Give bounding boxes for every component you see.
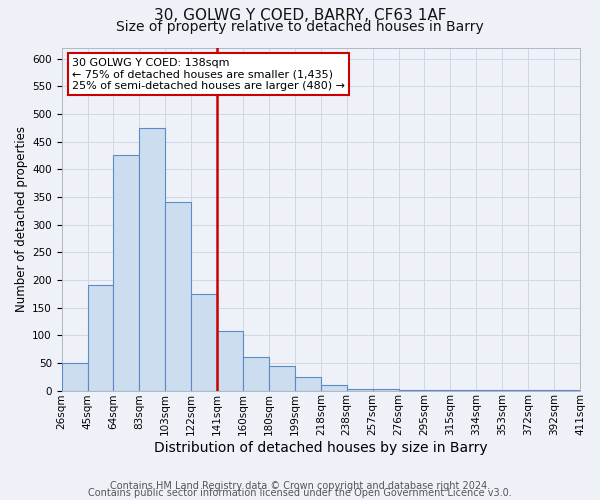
Bar: [347, 389, 373, 390]
Text: 30 GOLWG Y COED: 138sqm
← 75% of detached houses are smaller (1,435)
25% of semi: 30 GOLWG Y COED: 138sqm ← 75% of detache…: [72, 58, 345, 91]
X-axis label: Distribution of detached houses by size in Barry: Distribution of detached houses by size …: [154, 441, 488, 455]
Bar: [113, 156, 139, 390]
Bar: [321, 385, 347, 390]
Text: Contains HM Land Registry data © Crown copyright and database right 2024.: Contains HM Land Registry data © Crown c…: [110, 481, 490, 491]
Bar: [269, 366, 295, 390]
Bar: [243, 358, 269, 390]
Bar: [217, 332, 243, 390]
Bar: [166, 202, 191, 390]
Bar: [295, 376, 321, 390]
Bar: [62, 363, 88, 390]
Bar: [191, 294, 217, 390]
Bar: [88, 286, 113, 391]
Y-axis label: Number of detached properties: Number of detached properties: [15, 126, 28, 312]
Text: 30, GOLWG Y COED, BARRY, CF63 1AF: 30, GOLWG Y COED, BARRY, CF63 1AF: [154, 8, 446, 22]
Text: Contains public sector information licensed under the Open Government Licence v3: Contains public sector information licen…: [88, 488, 512, 498]
Text: Size of property relative to detached houses in Barry: Size of property relative to detached ho…: [116, 20, 484, 34]
Bar: [139, 128, 166, 390]
